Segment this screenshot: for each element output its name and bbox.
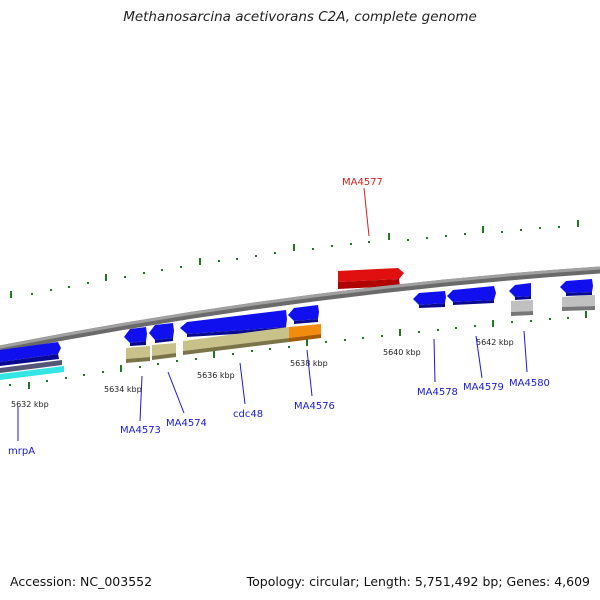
mrpA-feature[interactable]	[0, 342, 64, 380]
gene-label-MA4574[interactable]: MA4574	[166, 418, 207, 429]
gene-label-MA4580[interactable]: MA4580	[509, 378, 550, 389]
gene-cdc48-feature[interactable]	[180, 310, 287, 337]
gene-label-MA4573[interactable]: MA4573	[120, 425, 161, 436]
gene-label-mrpA[interactable]: mrpA	[8, 446, 35, 457]
outer-tick-row	[10, 220, 579, 298]
accession-text: Accession: NC_003552	[10, 574, 153, 589]
tick-label-5636: 5636 kbp	[197, 371, 235, 380]
cds-MA4576[interactable]	[289, 324, 321, 342]
tick-labels: 5632 kbp 5634 kbp 5636 kbp 5638 kbp 5640…	[11, 338, 514, 409]
genome-backbone	[0, 266, 600, 353]
gene-MA4573-feature[interactable]	[124, 327, 147, 346]
gene-MA4580-feature[interactable]	[509, 283, 531, 300]
gene-leader-lines	[17, 187, 528, 441]
gene-MA4574-feature[interactable]	[149, 323, 174, 343]
gene-label-cdc48[interactable]: cdc48	[233, 409, 263, 420]
map-title: Methanosarcina acetivorans C2A, complete…	[123, 9, 477, 25]
tick-label-5642: 5642 kbp	[476, 338, 514, 347]
cds-MA4574[interactable]	[152, 343, 176, 360]
cds-cdc48[interactable]	[183, 327, 289, 355]
gene-labels: mrpA MA4573 MA4574 cdc48 MA4576 MA4577 M…	[8, 177, 550, 457]
inner-tick-row	[9, 311, 587, 389]
cds-MA4573[interactable]	[126, 346, 150, 363]
rna-MA4580[interactable]	[511, 300, 533, 316]
gene-label-MA4576[interactable]: MA4576	[294, 401, 335, 412]
gene-MA4576-feature[interactable]	[288, 305, 319, 324]
gene-label-MA4579[interactable]: MA4579	[463, 382, 504, 393]
gene-label-MA4577[interactable]: MA4577	[342, 177, 383, 188]
genome-summary-text: Topology: circular; Length: 5,751,492 bp…	[246, 574, 590, 589]
tick-label-5634: 5634 kbp	[104, 385, 142, 394]
gene-right-edge-feature[interactable]	[560, 279, 593, 296]
gene-label-MA4578[interactable]: MA4578	[417, 387, 458, 398]
tick-label-5640: 5640 kbp	[383, 348, 421, 357]
gene-MA4578-feature[interactable]	[413, 291, 446, 308]
gene-MA4579-feature[interactable]	[447, 286, 496, 305]
rna-right-edge[interactable]	[562, 295, 595, 311]
tick-label-5632: 5632 kbp	[11, 400, 49, 409]
